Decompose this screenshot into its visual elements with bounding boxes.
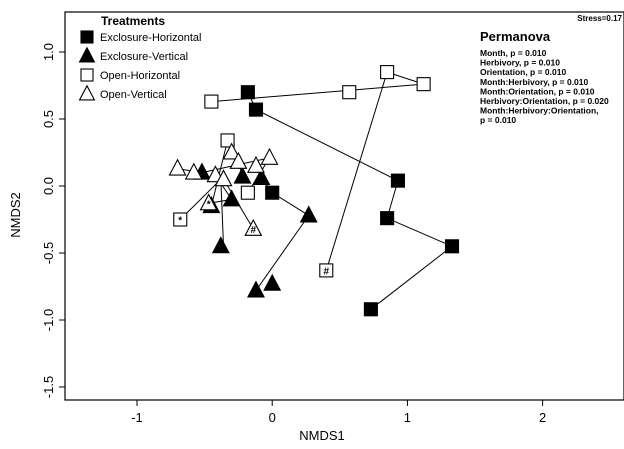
legend-marker [80,30,94,44]
y-axis-label: NMDS2 [8,192,23,238]
x-axis-label: NMDS1 [299,428,345,443]
data-point [265,185,280,200]
y-tick-label: -0.5 [41,242,56,264]
permanova-line: Orientation, p = 0.010 [480,67,566,77]
connecting-segment [255,215,310,291]
permanova-line: Herbivory:Orientation, p = 0.020 [480,96,609,106]
data-points: #**##**# [168,65,460,317]
x-tick-label: 2 [539,410,546,425]
connecting-lines [177,71,453,310]
y-tick-label: 1.0 [41,43,56,61]
data-point [222,142,241,160]
x-tick-label: 0 [269,410,276,425]
data-point [416,77,431,92]
data-point [299,205,318,223]
permanova-title: Permanova [480,29,551,44]
data-point [222,189,241,207]
x-tick-label: 1 [404,410,411,425]
legend-title: Treatments [101,14,165,28]
point-label: # [250,225,256,236]
data-point [220,133,235,148]
connecting-segment [325,71,388,271]
data-point [168,158,187,176]
permanova-line: Month:Herbivory, p = 0.010 [480,77,589,87]
connecting-segment [370,245,453,310]
legend: Treatments Exclosure-Horizontal Exclosure… [78,14,201,101]
point-label: # [368,305,374,316]
legend-entry: Open-Horizontal [100,70,180,82]
legend-entry: Exclosure-Vertical [100,51,188,63]
data-point [247,280,265,298]
legend-entry: Exclosure-Horizontal [100,32,201,44]
data-point [204,94,219,109]
data-point [247,155,265,173]
x-axis-ticks: -1 0 1 2 [131,400,546,425]
y-axis-ticks: -1.5 -1.0 -0.5 0.0 0.5 1.0 [41,43,65,398]
legend-marker [78,84,96,101]
data-point [263,273,282,291]
data-point [363,302,378,317]
point-label: * [207,199,211,210]
point-label: * [178,216,182,227]
stress-label: Stress=0.17 [577,14,622,23]
data-point [252,167,271,185]
data-point [380,65,395,80]
data-point [173,212,188,227]
connecting-segment [255,109,399,182]
data-point [260,147,279,165]
point-label: # [323,266,329,277]
legend-marker [80,68,94,82]
data-point [319,263,334,278]
data-point [342,85,357,100]
data-point [390,173,405,188]
point-label: * [200,169,204,180]
data-point [184,162,203,180]
permanova-line: Month:Herbivory:Orientation, [480,106,599,116]
x-tick-label: -1 [131,410,143,425]
data-point [380,211,395,226]
data-point [211,236,230,254]
y-tick-label: 0.5 [41,110,56,128]
plot-frame [64,11,624,401]
data-point [244,218,263,236]
y-tick-label: -1.5 [41,376,56,398]
data-point [233,166,252,184]
y-tick-label: 0.0 [41,177,56,195]
data-point [199,193,218,211]
permanova-line: Month, p = 0.010 [480,48,547,58]
data-point [214,169,233,187]
data-point [240,185,255,200]
legend-marker [78,46,96,63]
data-point [444,239,460,254]
permanova-line: p = 0.010 [480,115,516,125]
permanova-line: Month:Orientation, p = 0.010 [480,86,595,96]
data-point [248,102,264,117]
data-point [240,85,255,100]
data-point [229,151,248,169]
connecting-segment [386,217,453,247]
point-label: # [269,280,275,291]
y-tick-label: -1.0 [41,309,56,331]
legend-entry: Open-Vertical [100,89,167,101]
permanova-line: Herbivory, p = 0.010 [480,58,560,68]
connecting-segment [220,179,225,247]
